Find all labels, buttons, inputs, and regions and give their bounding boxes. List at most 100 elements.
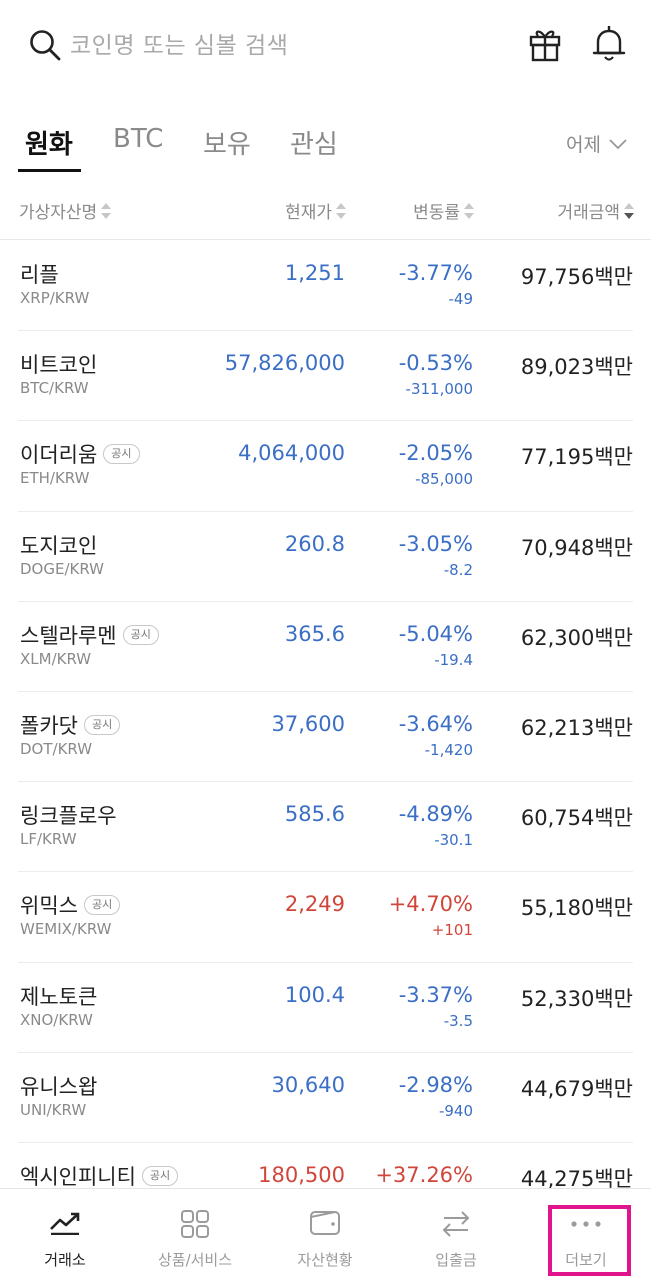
coin-price: 1,251 — [284, 261, 345, 285]
coin-row[interactable]: 제노토큰 XNO/KRW 100.4 -3.37% -3.5 52,330백만 — [18, 963, 633, 1053]
coin-row[interactable]: 이더리움 공시 ETH/KRW 4,064,000 -2.05% -85,000 77,19… — [18, 421, 633, 512]
coin-row[interactable]: 도지코인 DOGE/KRW 260.8 -3.05% -8.2 70,948백만 — [18, 512, 633, 602]
coin-change-rate: +4.70% — [388, 892, 473, 917]
column-headers: 가상자산명 현재가 변동률 거래금액 — [0, 190, 651, 240]
coin-name: 제노토큰 — [20, 984, 98, 1009]
period-select-value: 어제 — [566, 134, 601, 156]
coin-volume: 55,180백만 — [520, 896, 633, 921]
sort-icon — [336, 202, 346, 220]
nav-products-label: 상품/서비스 — [157, 1251, 233, 1269]
active-tab-indicator — [18, 169, 81, 172]
search-icon[interactable] — [28, 28, 62, 62]
notice-badge[interactable]: 공시 — [83, 895, 121, 916]
sort-by-volume[interactable]: 거래금액 — [557, 198, 634, 223]
sort-icon — [101, 202, 112, 220]
market-tabs: 원화 BTC 보유 관심 어제 — [0, 118, 651, 174]
coin-change-rate: -3.64% — [398, 711, 473, 736]
coin-row[interactable]: 엑시인피니티 공시 180,500 +37.26% 44,275백만 — [18, 1143, 633, 1188]
coin-symbol: DOT/KRW — [20, 739, 93, 758]
column-name-label: 가상자산명 — [19, 203, 98, 223]
coin-row[interactable]: 비트코인 BTC/KRW 57,826,000 -0.53% -311,000 89,02… — [18, 331, 633, 422]
coin-change-rate: -4.89% — [398, 802, 473, 827]
coin-price: 180,500 — [258, 1162, 345, 1187]
column-volume-label: 거래금액 — [557, 203, 620, 223]
highlight-box — [548, 1205, 631, 1276]
notice-badge[interactable]: 공시 — [83, 714, 121, 735]
coin-name-cell: 유니스왑 — [20, 1071, 97, 1101]
coin-price: 260.8 — [284, 531, 345, 556]
coin-change-amount: -85,000 — [415, 470, 473, 489]
coin-price: 100.4 — [284, 982, 345, 1007]
coin-price: 57,826,000 — [224, 351, 345, 376]
notice-badge[interactable]: 공시 — [122, 624, 159, 645]
sort-by-name[interactable]: 가상자산명 — [19, 198, 112, 223]
coin-volume: 70,948백만 — [520, 535, 633, 560]
coin-volume: 62,300백만 — [520, 625, 633, 650]
coin-row[interactable]: 유니스왑 UNI/KRW 30,640 -2.98% -940 44,679백만 — [18, 1053, 633, 1143]
coin-name: 유니스왑 — [20, 1074, 98, 1099]
coin-symbol: XNO/KRW — [20, 1010, 93, 1029]
coin-volume: 60,754백만 — [520, 806, 633, 831]
tab-krw[interactable]: 원화 — [25, 130, 73, 160]
coin-name-cell: 리플 — [20, 259, 59, 289]
coin-row[interactable]: 폴카닷 공시 DOT/KRW 37,600 -3.64% -1,420 62,213백만 — [18, 692, 633, 783]
coin-name: 폴카닷 — [20, 713, 78, 738]
coin-name-cell: 도지코인 — [20, 530, 97, 560]
sort-by-change[interactable]: 변동률 — [413, 198, 474, 223]
coin-price: 2,249 — [284, 892, 345, 917]
gift-icon[interactable] — [528, 26, 562, 62]
chevron-down-icon — [609, 138, 627, 149]
coin-change-amount: -940 — [438, 1101, 473, 1120]
coin-row[interactable]: 스텔라루멘 공시 XLM/KRW 365.6 -5.04% -19.4 62,300백만 — [18, 602, 633, 692]
nav-assets[interactable]: 자산현황 — [260, 1189, 390, 1280]
nav-transfer[interactable]: 입출금 — [391, 1189, 521, 1280]
coin-symbol: LF/KRW — [20, 830, 77, 849]
nav-products[interactable]: 상품/서비스 — [130, 1189, 260, 1280]
coin-price: 585.6 — [284, 802, 345, 827]
coin-change-rate: -2.98% — [398, 1072, 473, 1097]
coin-name-cell: 위믹스 공시 — [20, 890, 121, 920]
coin-change-rate: -0.53% — [398, 351, 473, 376]
coin-name: 리플 — [20, 263, 59, 287]
coin-change-amount: -8.2 — [443, 560, 473, 579]
coin-row[interactable]: 위믹스 공시 WEMIX/KRW 2,249 +4.70% +101 55,180백만 — [18, 872, 633, 963]
coin-name: 이더리움 — [20, 443, 98, 468]
coin-name: 엑시인피니티 — [20, 1164, 136, 1188]
coin-change-rate: -2.05% — [398, 441, 473, 466]
nav-exchange-label: 거래소 — [44, 1251, 86, 1269]
coin-symbol: WEMIX/KRW — [20, 920, 112, 939]
tab-favorites[interactable]: 관심 — [290, 130, 338, 160]
notice-badge[interactable]: 공시 — [141, 1165, 179, 1186]
tab-btc[interactable]: BTC — [113, 124, 164, 154]
nav-more[interactable]: 더보기 — [521, 1189, 651, 1280]
coin-name-cell: 엑시인피니티 공시 — [20, 1161, 179, 1188]
coin-name: 링크플로우 — [20, 804, 117, 829]
coin-price: 37,600 — [271, 711, 345, 736]
transfer-icon — [442, 1211, 470, 1237]
coin-change-amount: -311,000 — [405, 380, 473, 399]
coin-change-amount: +101 — [431, 921, 473, 940]
coin-change-amount: -30.1 — [434, 831, 473, 850]
nav-more-label: 더보기 — [565, 1251, 607, 1269]
coin-row[interactable]: 리플 XRP/KRW 1,251 -3.77% -49 97,756백만 — [18, 241, 633, 332]
coin-name: 비트코인 — [20, 353, 98, 378]
coin-symbol: ETH/KRW — [20, 469, 90, 488]
coin-name-cell: 비트코인 — [20, 349, 97, 379]
nav-exchange[interactable]: 거래소 — [0, 1189, 130, 1280]
tab-holdings[interactable]: 보유 — [203, 130, 251, 160]
coin-change-rate: -5.04% — [398, 621, 473, 646]
notice-badge[interactable]: 공시 — [103, 444, 140, 465]
coin-price: 4,064,000 — [238, 441, 345, 466]
coin-name-cell: 스텔라루멘 공시 — [20, 620, 159, 650]
sort-desc-icon — [624, 202, 634, 220]
coin-row[interactable]: 링크플로우 LF/KRW 585.6 -4.89% -30.1 60,754백만 — [18, 782, 633, 873]
sort-icon — [464, 202, 474, 220]
coin-list: 리플 XRP/KRW 1,251 -3.77% -49 97,756백만 비트코인 BTC/K… — [0, 241, 651, 1188]
search-input[interactable]: 코인명 또는 심볼 검색 — [70, 33, 289, 59]
period-select[interactable]: 어제 — [566, 130, 627, 157]
grid-icon — [181, 1210, 209, 1238]
bell-icon[interactable] — [592, 25, 626, 63]
coin-name: 스텔라루멘 — [20, 623, 117, 648]
sort-by-price[interactable]: 현재가 — [285, 198, 346, 223]
coin-symbol: UNI/KRW — [20, 1100, 87, 1119]
